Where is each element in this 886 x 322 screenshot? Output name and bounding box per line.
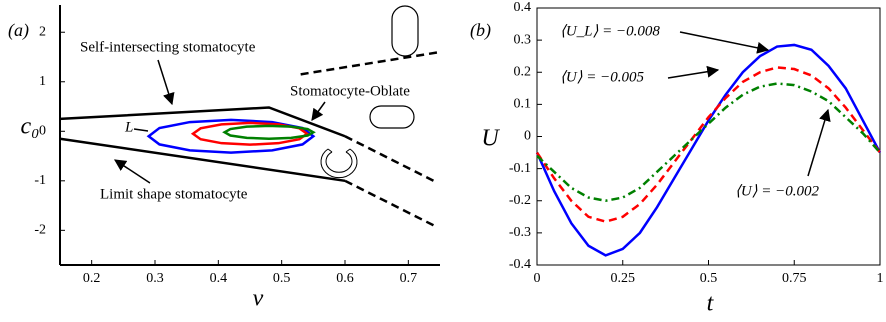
x-tick-label: 0.5 <box>700 271 718 286</box>
x-tick-label: 0.75 <box>782 271 807 286</box>
x-tick-label: 1 <box>877 271 884 286</box>
plot-frame <box>536 7 881 266</box>
x-tick-label: 0.5 <box>273 271 291 286</box>
x-tick-label: 0.2 <box>83 271 101 286</box>
series-line <box>344 179 435 227</box>
y-axis-label: U <box>481 126 500 152</box>
y-tick-label: 0 <box>524 129 531 144</box>
annotation: ⟨U⟩ = −0.005 <box>560 69 645 85</box>
annotation-arrow <box>667 65 720 79</box>
shape-sketch <box>320 148 358 179</box>
x-tick-label: 0.4 <box>210 271 228 286</box>
y-tick-label: -0.3 <box>509 225 531 240</box>
x-tick-label: 0.6 <box>336 271 354 286</box>
series-line <box>190 121 310 146</box>
series-line <box>536 82 881 203</box>
y-axis-label: c₀ <box>21 114 40 140</box>
annotation-arrow <box>113 159 151 184</box>
y-tick-label: 0.1 <box>514 97 532 112</box>
annotation-arrow <box>807 108 831 177</box>
annotation-arrow <box>133 128 149 132</box>
y-tick-label: 1 <box>39 74 46 89</box>
y-tick-label: 2 <box>39 24 46 39</box>
series-line <box>146 118 316 154</box>
panel-label: (a) <box>8 20 29 41</box>
x-tick-label: 0 <box>534 271 541 286</box>
x-tick-label: 0.3 <box>146 271 164 286</box>
annotation-arrow <box>311 101 326 121</box>
annotation-arrow <box>679 31 770 54</box>
shape-sketch <box>391 5 419 57</box>
y-tick-label: 0.2 <box>514 64 532 79</box>
annotation: ⟨U⟩ = −0.002 <box>735 183 820 199</box>
shape-sketch <box>369 105 415 129</box>
annotation: Limit shape stomatocyte <box>100 186 248 202</box>
annotation: Self-intersecting stomatocyte <box>80 39 256 55</box>
annotation-arrow <box>157 59 175 106</box>
annotation: Stomatocyte-Oblate <box>290 83 410 99</box>
series-line <box>300 50 441 76</box>
series-line <box>59 106 346 138</box>
y-tick-label: 0.4 <box>514 0 532 15</box>
series-line <box>344 135 435 182</box>
y-tick-label: -0.1 <box>509 161 531 176</box>
series-line <box>535 43 882 257</box>
panel-label: (b) <box>470 20 491 41</box>
annotation: L <box>124 119 133 135</box>
y-tick-label: 0.3 <box>514 32 532 47</box>
y-tick-label: -2 <box>34 223 46 238</box>
y-tick-label: -0.2 <box>509 193 531 208</box>
y-tick-label: 0 <box>39 124 46 139</box>
x-axis-label: t <box>707 291 715 317</box>
x-tick-label: 0.25 <box>611 271 636 286</box>
series-line <box>222 124 316 140</box>
x-axis-label: v <box>253 286 264 312</box>
annotation: ⟨U_L⟩ = −0.008 <box>560 23 660 39</box>
x-tick-label: 0.7 <box>400 271 418 286</box>
series-line <box>59 137 346 183</box>
y-tick-label: -0.4 <box>509 257 531 272</box>
series-line <box>535 66 881 223</box>
y-tick-label: -1 <box>34 173 46 188</box>
